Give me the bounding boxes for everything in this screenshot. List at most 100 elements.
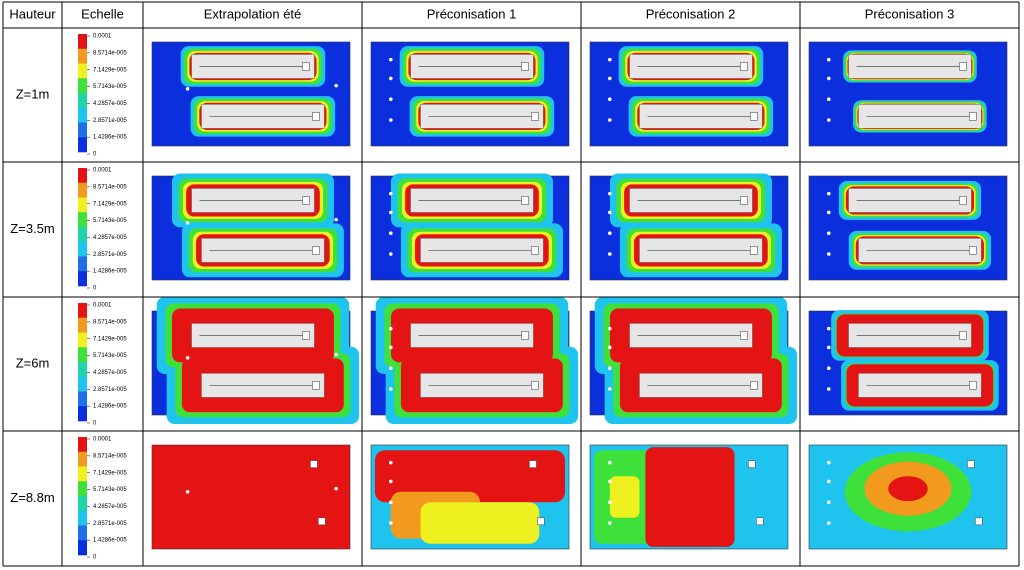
scale-label: 8.5714e-005 [93, 319, 127, 325]
scale-label: 7.1429e-005 [93, 67, 127, 73]
rack-box [969, 112, 977, 121]
sensor [389, 76, 393, 81]
sensor [608, 118, 612, 122]
rack-box [318, 517, 326, 526]
scale-label: 0 [93, 152, 97, 158]
scale-label: 5.7143e-005 [93, 487, 127, 493]
scale-swatch [78, 197, 87, 213]
scale-label: 1.4286e-005 [93, 538, 127, 544]
contour-plot [151, 173, 351, 281]
sensor [389, 57, 393, 62]
scale-label: 7.1429e-005 [93, 201, 127, 207]
scale-swatch [78, 241, 87, 257]
sensor [827, 345, 831, 350]
rack-box [302, 331, 310, 340]
sensor [827, 252, 831, 256]
column-header: Préconisation 2 [646, 6, 736, 21]
row-label: Z=3.5m [10, 221, 54, 236]
plot-bg [151, 444, 351, 550]
sensor [827, 231, 831, 235]
sensor [389, 500, 393, 505]
sensor [334, 217, 338, 222]
sensor [389, 231, 393, 235]
scale-label: 5.7143e-005 [93, 84, 127, 90]
rack-box [312, 112, 320, 121]
rack-box [521, 196, 529, 205]
scale-swatch [78, 362, 87, 378]
contour-plot [370, 173, 570, 281]
rack-box [531, 246, 539, 255]
scale-label: 0.0001 [93, 34, 112, 40]
scale-swatch [78, 332, 87, 348]
rack-box [531, 381, 539, 390]
scale-swatch [78, 496, 87, 512]
sensor [389, 97, 393, 101]
sensor [608, 326, 612, 331]
scale-label: 8.5714e-005 [93, 184, 127, 190]
scale-swatch [78, 481, 87, 497]
sensor [827, 460, 831, 465]
contour-plot [808, 41, 1008, 147]
contour [609, 476, 640, 518]
sensor [334, 83, 338, 88]
contour [374, 450, 566, 503]
sensor [827, 97, 831, 101]
column-header: Préconisation 3 [865, 6, 955, 21]
sensor [827, 521, 831, 525]
sensor [334, 486, 338, 491]
sensor [389, 460, 393, 465]
scale-swatch [78, 34, 87, 50]
contour [645, 447, 735, 547]
contour-plot [151, 296, 360, 424]
sensor [389, 345, 393, 350]
rack-box [967, 460, 975, 468]
scale-swatch [78, 303, 87, 319]
rack-box [969, 246, 977, 255]
rack-box [750, 381, 758, 390]
sensor [608, 460, 612, 465]
scale-swatch [78, 466, 87, 482]
contour [888, 476, 928, 502]
scale-label: 2.8571e-005 [93, 387, 127, 393]
sensor [608, 231, 612, 235]
sensor [608, 76, 612, 81]
scale-label: 7.1429e-005 [93, 336, 127, 342]
sensor [608, 521, 612, 525]
contour-plot [808, 444, 1008, 550]
sensor [389, 479, 393, 484]
sensor [608, 345, 612, 350]
sensor [608, 57, 612, 62]
contour-plot [589, 173, 789, 281]
scale-swatch [78, 227, 87, 243]
sensor [608, 210, 612, 215]
row-label: Z=6m [16, 355, 50, 370]
contour-plot [370, 296, 579, 424]
rack-box [537, 517, 545, 526]
scale-label: 1.4286e-005 [93, 269, 127, 275]
rack-box [740, 196, 748, 205]
scale-label: 5.7143e-005 [93, 218, 127, 224]
contour-plot [808, 175, 1008, 281]
rack-box [531, 112, 539, 121]
contour-plot [151, 41, 351, 147]
sensor [827, 210, 831, 215]
rack-box [302, 62, 310, 71]
rack-box [959, 62, 967, 71]
sensor [389, 252, 393, 256]
contour-plot [589, 296, 798, 424]
rack-box [740, 331, 748, 340]
rack-box [748, 460, 756, 468]
rack-box [521, 331, 529, 340]
rack-box [312, 381, 320, 390]
sensor [827, 500, 831, 505]
scale-swatch [78, 122, 87, 138]
sensor [185, 87, 190, 91]
sensor [827, 76, 831, 81]
scale-swatch [78, 510, 87, 526]
scale-label: 1.4286e-005 [93, 135, 127, 141]
scale-label: 2.8571e-005 [93, 252, 127, 258]
scale-swatch [78, 168, 87, 184]
scale-label: 8.5714e-005 [93, 453, 127, 459]
rack-box [756, 517, 764, 526]
sensor [389, 118, 393, 122]
